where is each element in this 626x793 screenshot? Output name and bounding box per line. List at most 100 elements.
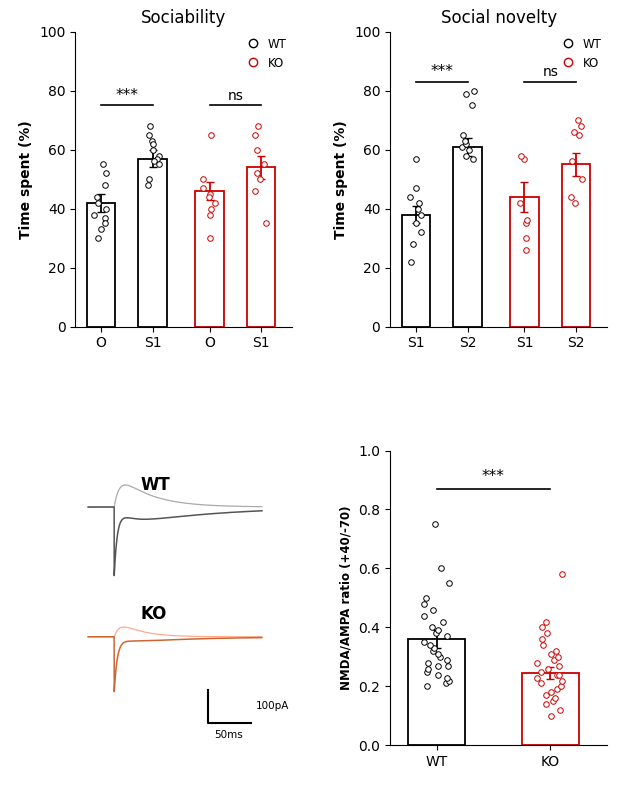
Point [419, 597, 429, 610]
Point [468, 152, 478, 165]
Point [444, 674, 454, 687]
Point [546, 648, 556, 661]
Point [411, 182, 421, 194]
Point [444, 577, 454, 589]
Point [552, 645, 562, 657]
Point [567, 155, 577, 168]
Text: ***: *** [115, 87, 138, 102]
Point [460, 135, 470, 147]
Bar [408, 639, 465, 745]
Bar [402, 215, 430, 327]
Point [436, 562, 446, 575]
Bar [562, 164, 590, 327]
Point [255, 173, 265, 186]
Bar [195, 191, 223, 327]
Point [457, 140, 467, 153]
Point [458, 128, 468, 141]
Point [252, 144, 262, 156]
Point [101, 202, 111, 215]
Point [553, 683, 563, 695]
Point [207, 202, 217, 215]
Point [427, 621, 437, 634]
Point [441, 677, 451, 690]
Point [205, 188, 215, 201]
Point [424, 639, 434, 652]
Point [461, 87, 471, 100]
Point [148, 137, 158, 150]
Point [573, 128, 583, 141]
Point [553, 668, 563, 681]
Point [414, 197, 424, 209]
Text: ***: *** [482, 469, 505, 485]
Point [536, 677, 546, 690]
Point [147, 135, 157, 147]
Point [205, 209, 215, 221]
Point [557, 674, 567, 687]
Point [521, 232, 531, 244]
Bar [522, 673, 579, 745]
Point [521, 243, 531, 256]
Point [210, 197, 220, 209]
Point [411, 152, 421, 165]
Point [431, 627, 441, 640]
Bar [453, 147, 482, 327]
Title: Social novelty: Social novelty [441, 10, 557, 28]
Text: ***: *** [430, 64, 453, 79]
Point [198, 173, 208, 186]
Point [469, 84, 479, 97]
Point [549, 653, 559, 666]
Point [467, 99, 477, 112]
Point [461, 149, 471, 162]
Point [555, 703, 565, 716]
Point [464, 144, 474, 156]
Point [198, 182, 208, 194]
Point [433, 668, 443, 681]
Point [250, 185, 260, 197]
Point [557, 568, 567, 580]
Point [422, 680, 432, 693]
Legend: WT, KO: WT, KO [557, 37, 602, 70]
Point [554, 660, 564, 672]
Point [155, 149, 165, 162]
Point [573, 114, 583, 127]
Point [423, 657, 433, 669]
Point [538, 639, 548, 652]
Point [423, 662, 433, 675]
Point [541, 698, 551, 711]
Point [566, 190, 576, 203]
Point [537, 633, 547, 646]
Point [442, 653, 452, 666]
Point [522, 214, 532, 227]
Point [154, 158, 164, 170]
Point [521, 217, 531, 230]
Point [541, 615, 552, 628]
Point [421, 592, 431, 604]
Point [461, 137, 471, 150]
Point [546, 686, 556, 699]
Point [438, 615, 448, 628]
Y-axis label: NMDA/AMPA ratio (+40/-70): NMDA/AMPA ratio (+40/-70) [340, 506, 353, 690]
Point [144, 173, 154, 186]
Point [435, 650, 445, 663]
Point [557, 680, 567, 693]
Point [204, 190, 214, 203]
Point [576, 120, 586, 132]
Point [428, 645, 438, 657]
Point [515, 197, 525, 209]
Point [406, 190, 416, 203]
Point [260, 217, 270, 230]
Point [570, 197, 580, 209]
Point [93, 197, 103, 209]
Point [408, 238, 418, 251]
Point [406, 255, 416, 268]
Point [433, 624, 443, 637]
Point [519, 152, 529, 165]
Point [413, 202, 423, 215]
Point [145, 120, 155, 132]
Point [552, 668, 562, 681]
Point [416, 226, 426, 239]
Point [206, 128, 216, 141]
Text: ns: ns [542, 65, 558, 79]
Point [443, 671, 453, 684]
Point [151, 152, 162, 165]
